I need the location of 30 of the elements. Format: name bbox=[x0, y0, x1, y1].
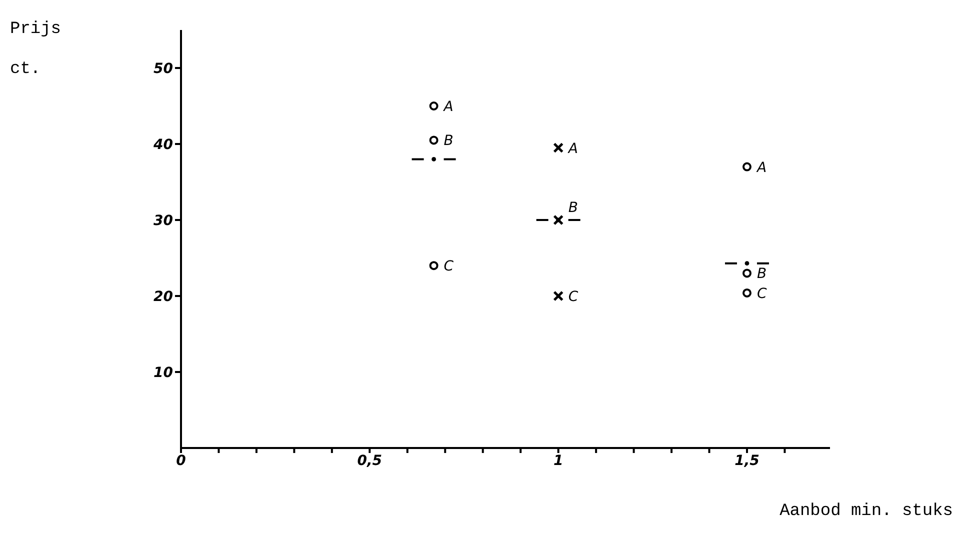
point bbox=[744, 261, 750, 266]
annotation: C bbox=[568, 289, 578, 305]
annotation: B bbox=[756, 266, 767, 282]
point bbox=[429, 136, 438, 145]
annotation: C bbox=[756, 286, 767, 302]
annotation: A bbox=[756, 160, 767, 176]
y-tick-label: 10 bbox=[154, 364, 174, 381]
point bbox=[429, 102, 438, 110]
y-tick-label: 40 bbox=[152, 136, 174, 153]
point bbox=[553, 142, 564, 154]
x-tick-label: 1,5 bbox=[734, 452, 760, 469]
point bbox=[742, 288, 752, 298]
x-tick-label: 0,5 bbox=[357, 452, 382, 469]
annotation: C bbox=[444, 258, 454, 275]
annotation: B bbox=[568, 200, 578, 216]
x-tick-label: 0 bbox=[176, 452, 186, 469]
point bbox=[553, 290, 564, 302]
text: Prijs ct. bbox=[10, 20, 62, 79]
x-tick-label: 1 bbox=[553, 452, 564, 469]
point bbox=[742, 268, 752, 278]
point bbox=[429, 261, 438, 270]
annotation: B bbox=[444, 133, 454, 150]
y-tick-label: 20 bbox=[154, 288, 174, 305]
annotation: A bbox=[567, 140, 578, 157]
y-tick-label: 50 bbox=[154, 60, 174, 77]
annotation: A bbox=[442, 99, 454, 115]
point bbox=[432, 157, 436, 162]
point bbox=[742, 162, 752, 172]
y-tick-label: 30 bbox=[154, 212, 174, 229]
x-axis-title: Aanbod min. stuks bbox=[780, 502, 953, 521]
